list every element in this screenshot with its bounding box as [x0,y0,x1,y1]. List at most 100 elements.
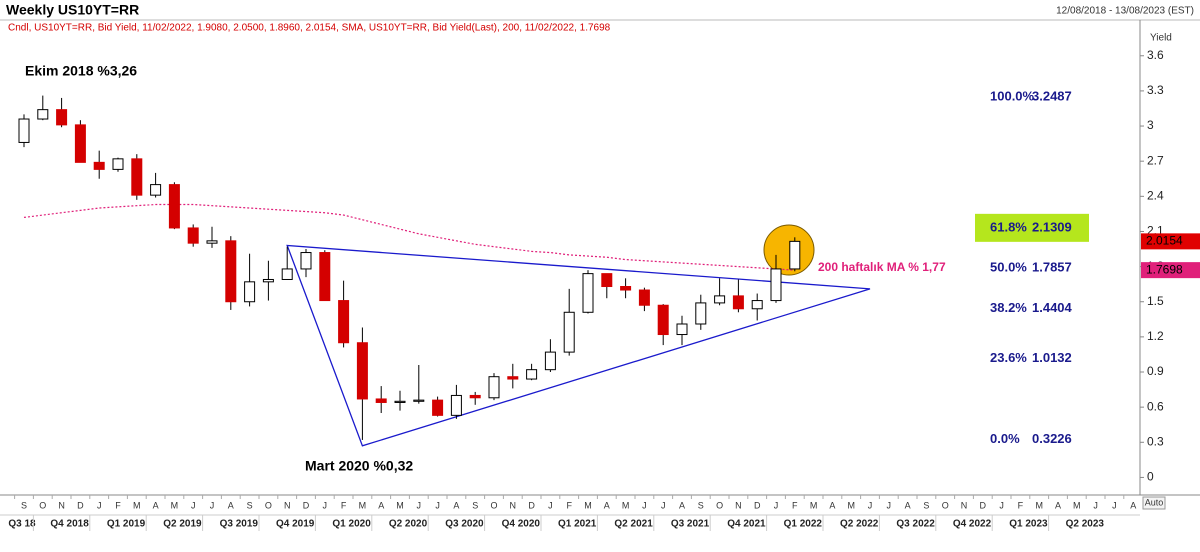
x-month-label: N [510,500,517,510]
candle-body [732,295,744,310]
x-month-label: J [999,500,1004,510]
x-month-label: D [303,500,310,510]
x-month-label: S [21,500,27,510]
x-month-label: O [716,500,723,510]
x-month-label: M [810,500,818,510]
x-month-label: M [584,500,592,510]
x-month-label: S [698,500,704,510]
candle-body [770,268,782,302]
y-tick-label: 0.6 [1147,399,1164,413]
x-quarter-label: Q3 2019 [220,519,259,530]
fib-label: 100.0% [990,88,1035,103]
highlight-circle [763,224,815,276]
candle-body [206,240,218,244]
candle-body [789,240,801,270]
x-month-label: S [472,500,478,510]
fib-value: 0.3226 [1032,431,1072,446]
y-tick-label: 0 [1147,470,1154,484]
x-month-label: J [661,500,666,510]
annotation: Ekim 2018 %3,26 [25,63,137,79]
candle-body [187,227,199,244]
trend-triangle [286,244,871,447]
candle-body [74,124,86,163]
x-quarter-label: Q2 2019 [163,519,202,530]
y-tick-label: 2.4 [1147,188,1164,202]
x-month-label: M [359,500,367,510]
x-month-label: A [604,500,610,510]
y-tick-label: 3 [1147,118,1154,132]
candle-body [526,369,538,380]
candle-body [601,273,613,288]
candle-body [488,376,500,399]
x-month-label: M [1073,500,1081,510]
fib-label: 61.8% [990,219,1027,234]
candle-body [544,351,556,371]
auto-button[interactable] [1142,496,1166,510]
sma-tag [1141,262,1200,279]
x-month-label: J [435,500,440,510]
x-quarter-label: Q2 2023 [1066,519,1105,530]
x-quarter-label: Q4 2018 [50,519,89,530]
x-quarter-label: Q3 2021 [671,519,710,530]
candle-body [56,109,68,126]
x-month-label: O [39,500,46,510]
x-month-label: S [923,500,929,510]
x-month-label: O [265,500,272,510]
x-month-label: M [171,500,179,510]
x-month-label: J [868,500,873,510]
sma-tag-label: 1.7698 [1146,262,1183,276]
candle-body [93,161,105,170]
candle-body [394,400,406,403]
candle-body [450,394,462,416]
x-month-label: F [792,500,798,510]
x-month-label: M [133,500,141,510]
candle-body [413,399,425,402]
x-month-label: O [942,500,949,510]
x-month-label: F [115,500,121,510]
x-month-label: M [622,500,630,510]
candle-body [281,268,293,280]
x-month-label: F [566,500,572,510]
candle-body [432,399,444,416]
y-tick-label: 3.6 [1147,48,1164,62]
x-quarter-label: Q3 2020 [445,519,484,530]
x-month-label: J [1093,500,1098,510]
y-tick-label: 0.3 [1147,434,1164,448]
candle-body [338,300,350,344]
x-quarter-label: Q1 2023 [1009,519,1048,530]
fib-value: 1.7857 [1032,260,1072,275]
x-month-label: N [961,500,968,510]
candle-body [714,295,726,304]
x-month-label: A [228,500,234,510]
x-month-label: J [417,500,422,510]
candle-body [582,273,594,313]
x-month-label: A [905,500,911,510]
x-quarter-label: Q2 2022 [840,519,879,530]
candle-body [507,376,519,380]
x-quarter-label: Q1 2020 [332,519,371,530]
candle-body [469,394,481,399]
x-month-label: A [1130,500,1136,510]
fib-label: 0.0% [990,431,1020,446]
fib-value: 2.1309 [1032,219,1072,234]
x-month-label: J [887,500,892,510]
x-quarter-label: Q3 2022 [896,519,935,530]
candle-body [563,311,575,353]
annotation: 200 haftalık MA % 1,77 [818,260,946,274]
fib-value: 1.4404 [1032,300,1073,315]
candle-body [695,302,707,325]
x-month-label: A [153,500,159,510]
x-quarter-label: Q4 2021 [727,519,766,530]
x-month-label: N [284,500,291,510]
x-month-label: D [77,500,84,510]
x-quarter-label: Q4 2020 [502,519,541,530]
x-month-label: J [210,500,215,510]
fib-highlight [975,213,1089,242]
fib-label: 23.6% [990,350,1027,365]
fib-label: 50.0% [990,260,1027,275]
y-tick-label: 3.3 [1147,83,1164,97]
x-quarter-label: Q1 2022 [784,519,823,530]
y-tick-label: 0.9 [1147,364,1164,378]
x-quarter-label: Q1 2019 [107,519,146,530]
x-month-label: J [191,500,196,510]
